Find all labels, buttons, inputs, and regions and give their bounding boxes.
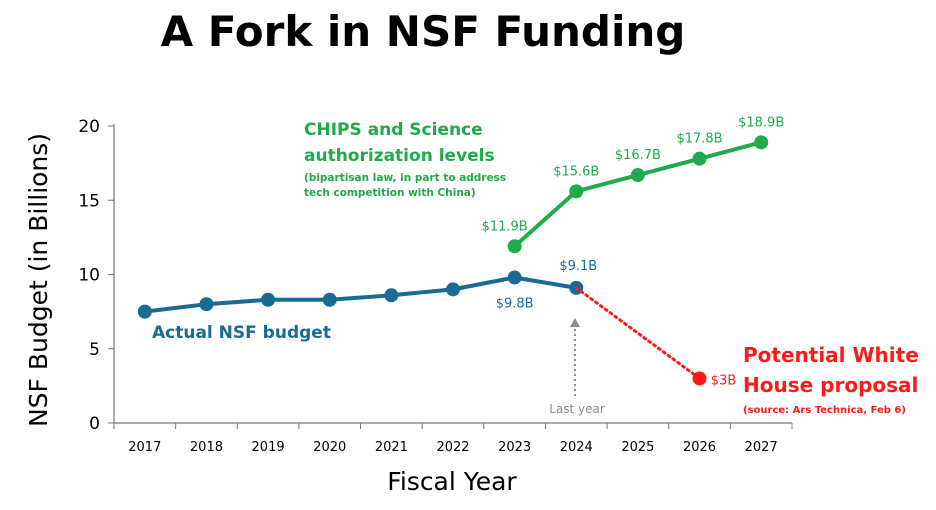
proposal-1: Potential White (743, 343, 919, 367)
y-tick-label: 0 (89, 414, 100, 434)
data-point-chips (692, 151, 707, 166)
data-point-chips (754, 135, 769, 150)
data-point-actual (384, 288, 399, 303)
x-tick-label: 2024 (560, 440, 593, 455)
data-label-actual: $9.8B (496, 296, 534, 311)
x-tick-label: 2021 (375, 440, 408, 455)
x-tick-label: 2022 (436, 440, 469, 455)
series-line-proposal (574, 286, 702, 380)
x-tick-label: 2027 (745, 440, 778, 455)
proposal-source: (source: Ars Technica, Feb 6) (743, 405, 906, 416)
last-year-arrowhead (570, 318, 580, 327)
data-label-actual: $9.1B (559, 259, 597, 274)
x-tick-label: 2023 (498, 440, 531, 455)
annotation-proposal: Potential White House proposal (source: … (743, 343, 919, 416)
annotation-actual: Actual NSF budget (152, 323, 331, 343)
chips-note-2: tech competition with China) (304, 187, 476, 199)
y-tick-label: 15 (78, 191, 100, 211)
chips-title-2: authorization levels (304, 146, 495, 166)
data-point-actual (322, 292, 337, 307)
data-label-chips: $11.9B (482, 219, 528, 234)
data-point-actual (261, 292, 276, 307)
last-year-label: Last year (549, 402, 605, 416)
x-tick-label: 2026 (683, 440, 716, 455)
data-label-chips: $18.9B (738, 115, 784, 130)
data-point-proposal (692, 371, 707, 386)
x-tick-label: 2017 (128, 440, 161, 455)
x-axis-label: Fiscal Year (387, 467, 517, 496)
data-point-actual (199, 297, 214, 312)
data-label-chips: $17.8B (676, 132, 722, 147)
chips-note-1: (bipartisan law, in part to address (304, 172, 506, 184)
chips-title-1: CHIPS and Science (304, 120, 483, 140)
x-tick-label: 2020 (313, 440, 346, 455)
data-point-actual (446, 282, 460, 297)
data-point-chips (569, 184, 584, 199)
data-point-chips (507, 239, 522, 254)
y-tick-label: 20 (78, 117, 100, 137)
x-tick-label: 2019 (252, 440, 285, 455)
data-label-proposal: $3B (711, 373, 736, 388)
data-point-actual (507, 270, 522, 285)
series-line-actual (144, 275, 577, 314)
x-tick-label: 2018 (190, 440, 223, 455)
annotation-chips: CHIPS and Science authorization levels (… (304, 120, 506, 199)
data-point-actual (137, 304, 152, 319)
y-axis-label: NSF Budget (in Billions) (24, 133, 53, 427)
proposal-2: House proposal (743, 373, 918, 397)
data-label-chips: $15.6B (553, 164, 599, 179)
y-tick-label: 10 (78, 266, 100, 286)
axes: 0 5 10 15 20 2017 2018 2019 2020 2021 2022 2023 2024… (78, 117, 793, 455)
data-label-chips: $16.7B (615, 148, 661, 163)
marks: $9.8B $9.1B $11.9B $15.6B $16.7B $17.8B $18.9B… (137, 115, 784, 388)
data-point-chips (630, 168, 645, 183)
chart-title: A Fork in NSF Funding (161, 7, 686, 56)
x-tick-label: 2025 (621, 440, 654, 455)
y-tick-label: 5 (89, 340, 100, 360)
